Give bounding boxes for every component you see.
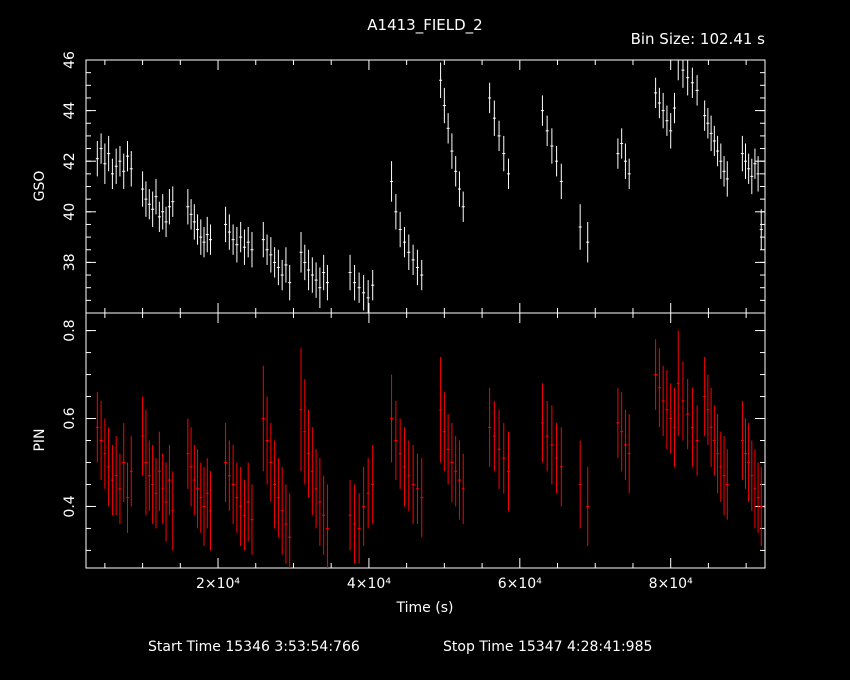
pin-ytick-label: 0.6 xyxy=(62,407,78,429)
pin-ytick-label: 0.8 xyxy=(62,319,78,341)
pin-panel: PIN 0.4 0.6 0.8 2×10⁴ 4×10⁴ 6×10⁴ 8×10⁴ xyxy=(32,312,766,592)
x-tick-label: 8×10⁴ xyxy=(649,576,693,592)
x-tick-label: 2×10⁴ xyxy=(196,576,240,592)
pin-series xyxy=(95,330,763,568)
chart-title: A1413_FIELD_2 xyxy=(367,16,482,35)
x-axis-ticks: 2×10⁴ 4×10⁴ 6×10⁴ 8×10⁴ xyxy=(196,576,693,592)
pin-ticks: 0.4 0.6 0.8 xyxy=(62,313,765,568)
gso-panel: GSO 38 40 42 44 46 xyxy=(32,51,766,314)
gso-ticks: 38 40 42 44 46 xyxy=(62,51,765,314)
gso-axis-label: GSO xyxy=(32,171,48,202)
gso-ytick-label: 38 xyxy=(62,253,78,271)
gso-series xyxy=(95,59,763,313)
gso-ytick-label: 46 xyxy=(62,51,78,69)
x-tick-label: 4×10⁴ xyxy=(347,576,391,592)
x-axis-label: Time (s) xyxy=(396,600,454,616)
gso-ytick-label: 44 xyxy=(62,102,78,120)
gso-ytick-label: 40 xyxy=(62,203,78,221)
start-time-label: Start Time 15346 3:53:54:766 xyxy=(148,639,360,655)
x-tick-label: 6×10⁴ xyxy=(498,576,542,592)
bin-size-label: Bin Size: 102.41 s xyxy=(631,30,766,48)
pin-axis-label: PIN xyxy=(32,428,48,451)
gso-ytick-label: 42 xyxy=(62,152,78,170)
pin-ytick-label: 0.4 xyxy=(62,495,78,517)
stop-time-label: Stop Time 15347 4:28:41:985 xyxy=(443,639,652,655)
